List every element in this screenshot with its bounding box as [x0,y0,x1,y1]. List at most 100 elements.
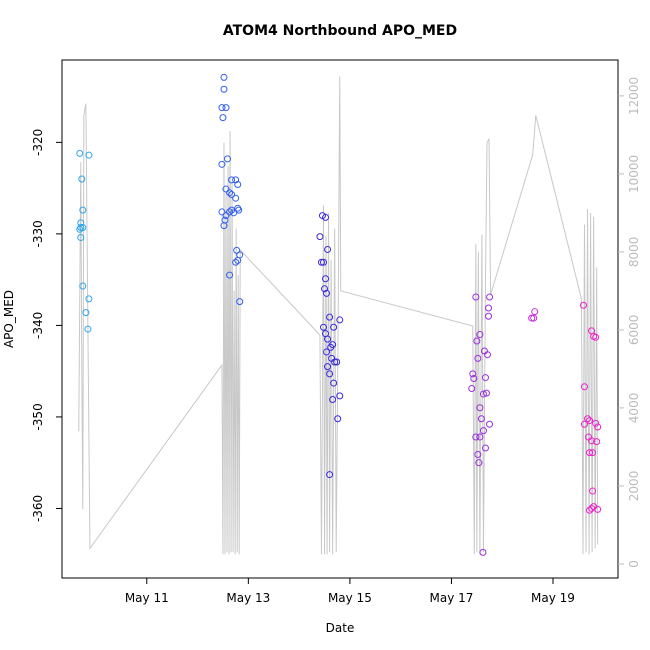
point [336,316,344,324]
x-axis-title: Date [326,621,355,635]
point [226,271,234,279]
series-line [78,76,599,555]
point [589,449,597,457]
point [236,251,244,259]
y-tick-label: -360 [31,495,45,522]
point [317,258,325,266]
point [222,185,230,193]
y-tick-label: -350 [31,403,45,430]
point [218,208,226,216]
point [586,506,594,514]
point [78,175,86,183]
point [84,325,92,333]
point [486,420,494,428]
point [586,417,594,425]
point [319,258,327,266]
point [329,396,337,404]
point [469,370,477,378]
point [324,363,332,371]
point [474,354,482,362]
point [323,289,331,297]
point [236,298,244,306]
point [580,420,588,428]
y2-tick-label: 4000 [627,393,641,424]
point [331,358,339,366]
y2-tick-label: 10000 [627,155,641,193]
point [224,155,232,163]
point [76,225,84,233]
y2-tick-label: 8000 [627,237,641,268]
point [594,423,602,431]
chart-title: ATOM4 Northbound APO_MED [223,23,457,39]
point [330,379,338,387]
y-axis-title: APO_MED [2,290,16,348]
point [235,206,243,214]
point [468,385,476,393]
point [589,487,597,495]
point [474,450,482,458]
point [592,333,600,341]
point [232,258,240,266]
point [484,351,492,359]
point [79,206,87,214]
point [326,313,334,321]
point [472,433,480,441]
point [220,222,228,230]
point [593,438,601,446]
point [232,176,240,184]
point [336,392,344,400]
point [228,176,236,184]
point [220,85,228,93]
point [232,194,240,202]
point [85,151,93,159]
point [580,383,588,391]
y-tick-label: -330 [31,220,45,247]
x-tick-label: May 17 [430,591,474,605]
point [479,390,487,398]
point [226,208,234,216]
point [77,234,85,242]
point [321,285,329,293]
y-tick-label: -340 [31,312,45,339]
point [85,295,93,303]
point [76,149,84,157]
y2-tick-label: 12000 [627,77,641,115]
point [477,415,485,423]
point [531,308,539,316]
point [334,415,342,423]
point [530,314,538,322]
point [592,419,600,427]
point [327,343,335,351]
point [234,180,242,188]
point [528,314,536,322]
y2-tick-label: 6000 [627,315,641,346]
point [218,160,226,168]
point [470,374,478,382]
point [486,293,494,301]
point [79,282,87,290]
x-tick-label: May 19 [531,591,575,605]
point [586,449,594,457]
point [479,548,487,556]
y2-tick-label: 2000 [627,471,641,502]
point [324,335,332,343]
point [594,505,602,513]
point [324,245,332,253]
y-tick-label: -320 [31,129,45,156]
point [220,73,228,81]
point [485,312,493,320]
point [475,459,483,467]
point [326,471,334,479]
point [481,374,489,382]
point [222,212,230,220]
x-tick-label: May 15 [328,591,372,605]
point [322,213,330,221]
point [323,348,331,356]
point [319,323,327,331]
point [476,433,484,441]
point [228,191,236,199]
point [322,275,330,283]
point [218,104,226,112]
point [82,309,90,317]
